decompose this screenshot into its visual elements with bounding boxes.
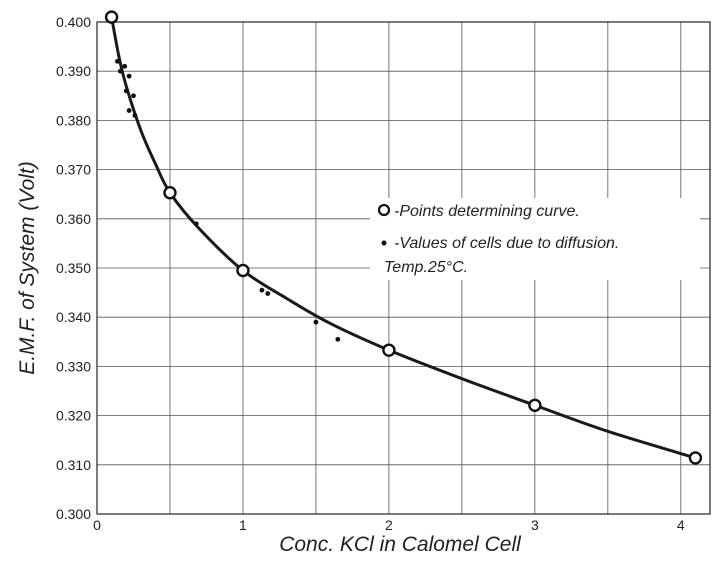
diffusion-point — [122, 63, 128, 69]
plot-frame — [96, 21, 711, 515]
diffusion-point — [335, 336, 341, 342]
legend-label-diffusion-points: -Values of cells due to diffusion. — [394, 235, 619, 252]
legend: -Points determining curve. -Values of ce… — [370, 198, 700, 280]
curve-point — [163, 186, 177, 200]
y-tick-label: 0.320 — [56, 408, 91, 424]
x-tick-label: 0 — [93, 517, 101, 533]
curve-point — [382, 343, 396, 357]
curve-point — [104, 10, 119, 24]
diffusion-points — [115, 58, 341, 342]
legend-temperature-note: Temp.25°C. — [384, 259, 468, 276]
curve-point — [528, 398, 542, 412]
y-tick-label: 0.380 — [56, 112, 91, 128]
legend-filled-dot-icon — [381, 240, 387, 246]
x-tick-label: 1 — [239, 517, 247, 533]
diffusion-point — [117, 68, 123, 74]
y-tick-label: 0.350 — [56, 260, 91, 276]
y-tick-labels: 0.300 0.310 0.320 0.330 0.340 0.350 0.360 0.370… — [56, 14, 91, 522]
y-tick-label: 0.340 — [56, 309, 91, 325]
x-tick-labels: 0 1 2 3 4 — [93, 517, 685, 533]
curve-point — [688, 451, 703, 465]
diffusion-point — [132, 113, 138, 118]
diffusion-point — [126, 73, 132, 79]
diffusion-point — [131, 93, 136, 99]
y-tick-label: 0.370 — [56, 162, 91, 178]
diffusion-point — [123, 88, 129, 94]
y-tick-label: 0.390 — [56, 63, 91, 79]
diffusion-point — [259, 287, 265, 293]
x-tick-label: 4 — [677, 517, 685, 533]
legend-background — [370, 198, 700, 280]
curve-point — [236, 263, 250, 278]
y-tick-label: 0.400 — [56, 14, 91, 30]
diffusion-point — [265, 291, 271, 296]
diffusion-point — [193, 221, 199, 227]
legend-label-curve-points: -Points determining curve. — [394, 203, 580, 220]
x-tick-label: 2 — [385, 517, 393, 533]
legend-open-circle-icon — [377, 203, 391, 217]
y-axis-title: E.M.F. of System (Volt) — [16, 161, 39, 375]
diffusion-point — [313, 319, 319, 325]
y-tick-label: 0.300 — [56, 506, 91, 522]
y-tick-label: 0.310 — [56, 457, 91, 473]
y-tick-label: 0.360 — [56, 211, 91, 227]
diffusion-point — [126, 108, 132, 113]
x-axis-title: Conc. KCl in Calomel Cell — [279, 533, 522, 556]
curve-points — [104, 10, 703, 465]
diffusion-point — [115, 58, 120, 64]
x-tick-label: 3 — [531, 517, 539, 533]
y-tick-label: 0.330 — [56, 358, 91, 374]
